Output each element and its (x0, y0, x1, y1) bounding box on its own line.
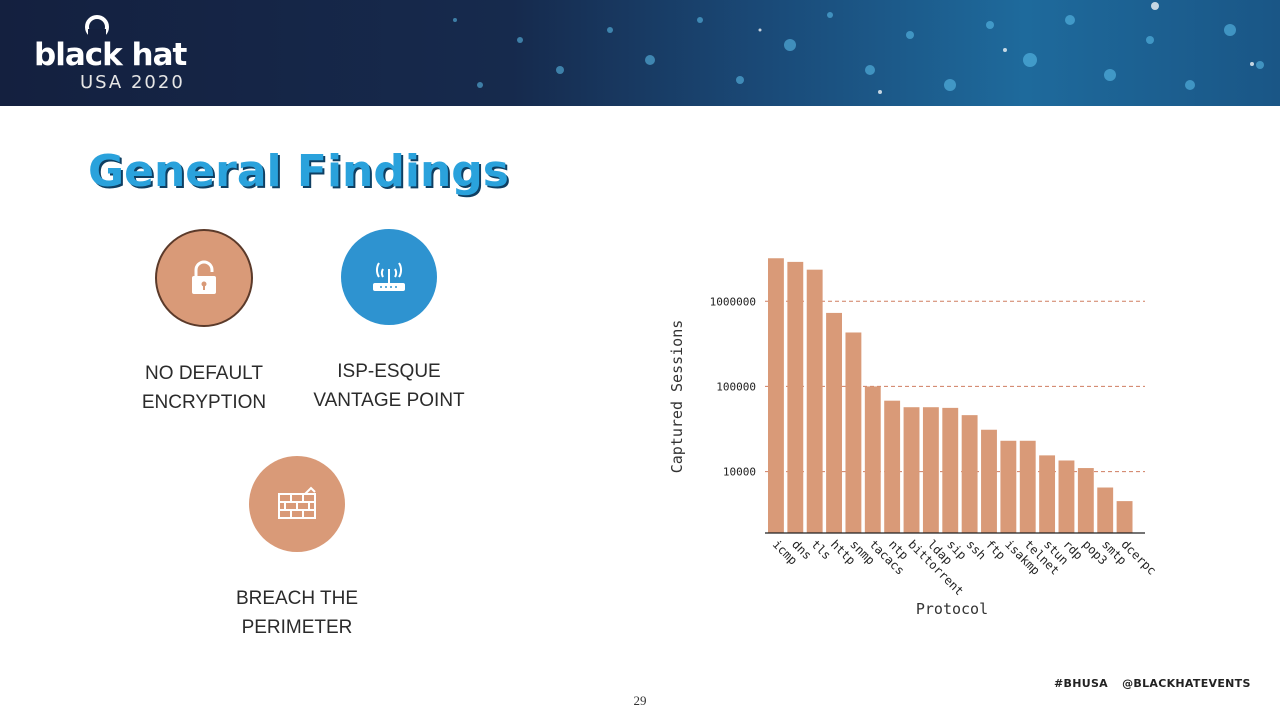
x-axis-label: Protocol (916, 600, 988, 618)
bar-smtp (1097, 487, 1114, 533)
bar-ldap (922, 407, 939, 533)
bar-ntp (884, 400, 901, 533)
finding-breach-the-perimeter: BREACH THE PERIMETER (187, 456, 407, 642)
finding-icon-circle (155, 229, 253, 327)
finding-no-default-encryption: NO DEFAULT ENCRYPTION (94, 229, 314, 417)
slide-title: General Findings (88, 146, 509, 197)
bar-telnet (1019, 440, 1036, 533)
black-hat-logo: black hat USA 2020 (34, 14, 224, 96)
finding-isp-esque-vantage-point: ISP-ESQUE VANTAGE POINT (279, 229, 499, 415)
bar-bittorrent (903, 407, 920, 533)
y-tick-labels: 10000 100000 1000000 (710, 295, 756, 478)
finding-label-line1: BREACH THE (235, 588, 359, 609)
hat-figure-icon (85, 15, 109, 40)
finding-label: BREACH THE PERIMETER (187, 584, 407, 642)
chart-bars (768, 258, 1133, 533)
bar-http (826, 312, 842, 533)
bar-stun (1039, 455, 1056, 533)
finding-label-line1: ISP-ESQUE (337, 361, 441, 382)
bar-ftp (981, 429, 997, 533)
wifi-router-icon (373, 262, 405, 291)
y-tick-label: 1000000 (710, 295, 756, 308)
y-tick-label: 10000 (723, 466, 756, 479)
x-tick-label: tls (809, 537, 834, 562)
bar-isakmp (1000, 440, 1017, 533)
bar-dns (787, 261, 804, 533)
bar-dcerpc (1116, 501, 1133, 533)
page-number: 29 (633, 693, 647, 708)
bar-tls (806, 269, 823, 533)
bar-snmp (845, 332, 862, 533)
finding-label: NO DEFAULT ENCRYPTION (94, 359, 314, 417)
hashtag-bhusa: #BHUSA (1054, 677, 1108, 690)
header-decorative-art (453, 2, 1264, 94)
protocol-sessions-bar-chart: 10000 100000 1000000 icmpdnstlshttpsnmptac… (668, 258, 1159, 618)
x-tick-label: ssh (964, 537, 989, 562)
bar-pop3 (1077, 468, 1094, 533)
bar-rdp (1058, 460, 1075, 533)
slide-header-banner: black hat USA 2020 (0, 0, 1280, 106)
footer-hashtags: #BHUSA @BLACKHATEVENTS (1054, 677, 1261, 690)
padlock-icon (192, 260, 216, 294)
finding-label-line1: NO DEFAULT (145, 363, 263, 384)
x-tick-label: ftp (983, 537, 1008, 562)
y-axis-label: Captured Sessions (668, 320, 686, 474)
twitter-handle: @BLACKHATEVENTS (1122, 677, 1251, 690)
bar-ssh (961, 415, 978, 533)
finding-label: ISP-ESQUE VANTAGE POINT (279, 357, 499, 415)
finding-label-line2: PERIMETER (241, 617, 353, 638)
bar-icmp (768, 258, 784, 533)
brick-wall-icon (278, 486, 316, 519)
bar-sip (942, 407, 959, 533)
finding-label-line2: ENCRYPTION (141, 392, 267, 413)
logo-wordmark: black hat (34, 37, 187, 73)
x-tick-labels: icmpdnstlshttpsnmptacacsntpbittorrentlda… (770, 537, 1159, 598)
logo-event-year: USA 2020 (80, 72, 185, 93)
finding-icon-circle (249, 456, 345, 552)
y-tick-label: 100000 (716, 380, 756, 393)
finding-icon-circle (341, 229, 437, 325)
finding-label-line2: VANTAGE POINT (313, 390, 465, 411)
bar-tacacs (864, 386, 881, 533)
